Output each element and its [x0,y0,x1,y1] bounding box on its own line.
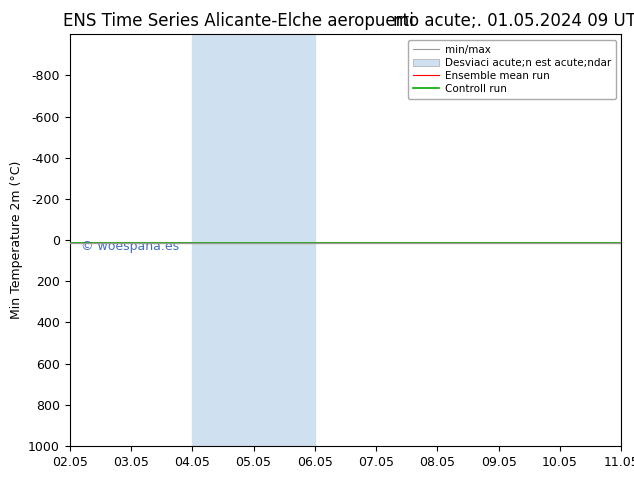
Text: mi  acute;. 01.05.2024 09 UTC: mi acute;. 01.05.2024 09 UTC [393,12,634,30]
Bar [192,34,254,446]
Y-axis label: Min Temperature 2m (°C): Min Temperature 2m (°C) [10,161,23,319]
Text: © woespana.es: © woespana.es [81,240,179,253]
Bar [254,34,315,446]
Bar [621,34,634,446]
Text: ENS Time Series Alicante-Elche aeropuerto: ENS Time Series Alicante-Elche aeropuert… [63,12,419,30]
Legend: min/max, Desviaci acute;n est acute;ndar, Ensemble mean run, Controll run: min/max, Desviaci acute;n est acute;ndar… [408,40,616,99]
